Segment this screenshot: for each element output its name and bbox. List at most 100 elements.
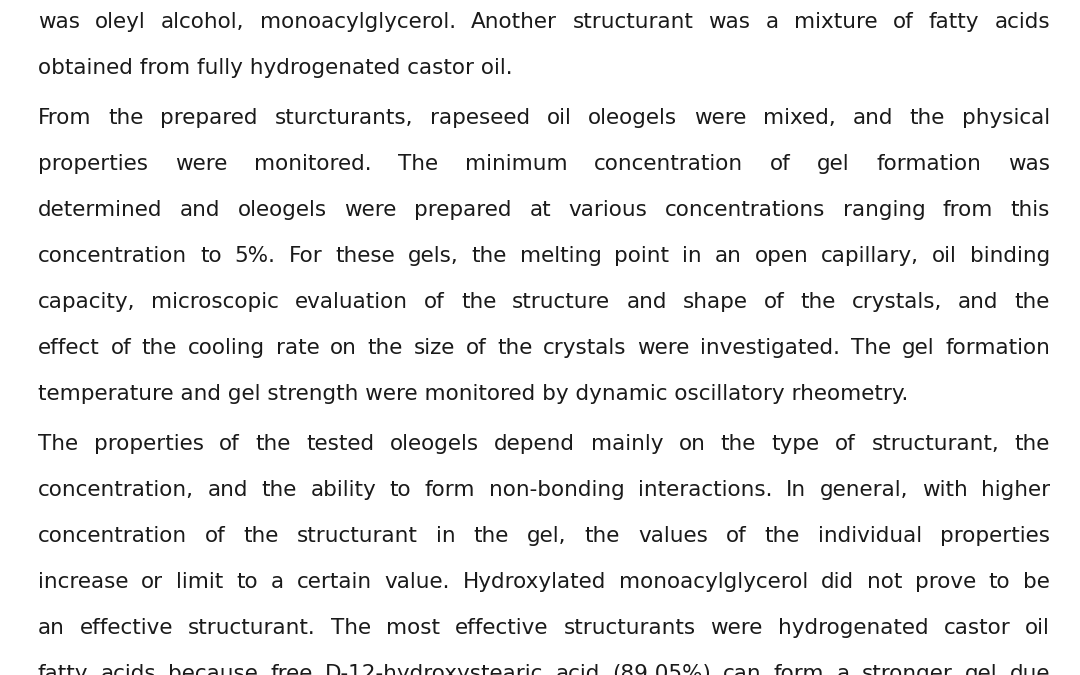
Text: oil: oil [1025,618,1050,638]
Text: capacity,: capacity, [38,292,135,312]
Text: point: point [615,246,670,266]
Text: mainly: mainly [591,434,663,454]
Text: the: the [461,292,497,312]
Text: the: the [367,338,403,358]
Text: properties: properties [940,526,1050,546]
Text: binding: binding [970,246,1050,266]
Text: mixed,: mixed, [764,108,836,128]
Text: gel: gel [902,338,934,358]
Text: can: can [723,664,761,675]
Text: to: to [200,246,221,266]
Text: the: the [909,108,945,128]
Text: the: the [1014,434,1050,454]
Text: rapeseed: rapeseed [430,108,530,128]
Text: Hydroxylated: Hydroxylated [462,572,606,592]
Text: monitored.: monitored. [254,154,372,174]
Text: crystals: crystals [543,338,626,358]
Text: most: most [386,618,440,638]
Text: from: from [943,200,994,220]
Text: and: and [207,480,248,500]
Text: determined: determined [38,200,162,220]
Text: the: the [244,526,280,546]
Text: structurants: structurants [564,618,696,638]
Text: concentration: concentration [38,246,187,266]
Text: form: form [773,664,824,675]
Text: size: size [414,338,455,358]
Text: interactions.: interactions. [638,480,772,500]
Text: tested: tested [306,434,374,454]
Text: was: was [1008,154,1050,174]
Text: the: the [497,338,532,358]
Text: the: the [261,480,297,500]
Text: monoacylglycerol: monoacylglycerol [619,572,808,592]
Text: type: type [772,434,820,454]
Text: microscopic: microscopic [151,292,280,312]
Text: of: of [726,526,746,546]
Text: physical: physical [962,108,1050,128]
Text: was: was [38,12,80,32]
Text: The: The [38,434,78,454]
Text: and: and [180,200,220,220]
Text: prepared: prepared [415,200,512,220]
Text: From: From [38,108,92,128]
Text: structurant,: structurant, [872,434,999,454]
Text: stronger: stronger [862,664,953,675]
Text: to: to [390,480,411,500]
Text: capillary,: capillary, [821,246,919,266]
Text: properties: properties [38,154,148,174]
Text: a: a [766,12,779,32]
Text: temperature and gel strength were monitored by dynamic oscillatory rheometry.: temperature and gel strength were monito… [38,384,908,404]
Text: form: form [424,480,475,500]
Text: an: an [38,618,65,638]
Text: castor: castor [944,618,1010,638]
Text: shape: shape [683,292,747,312]
Text: of: of [205,526,226,546]
Text: alcohol,: alcohol, [161,12,245,32]
Text: the: the [255,434,291,454]
Text: fatty: fatty [38,664,89,675]
Text: of: of [893,12,914,32]
Text: and: and [852,108,893,128]
Text: oleyl: oleyl [95,12,146,32]
Text: these: these [335,246,395,266]
Text: did: did [821,572,854,592]
Text: fatty: fatty [929,12,980,32]
Text: to: to [237,572,258,592]
Text: the: the [800,292,836,312]
Text: evaluation: evaluation [295,292,408,312]
Text: mixture: mixture [794,12,878,32]
Text: individual: individual [818,526,922,546]
Text: prove: prove [915,572,976,592]
Text: investigated.: investigated. [700,338,840,358]
Text: general,: general, [820,480,908,500]
Text: of: of [110,338,131,358]
Text: the: the [474,526,509,546]
Text: in: in [683,246,702,266]
Text: at: at [529,200,551,220]
Text: value.: value. [384,572,449,592]
Text: structurant: structurant [297,526,418,546]
Text: oil: oil [546,108,571,128]
Text: effective: effective [455,618,549,638]
Text: properties: properties [94,434,203,454]
Text: concentration,: concentration, [38,480,194,500]
Text: D-12-hydroxystearic: D-12-hydroxystearic [325,664,543,675]
Text: of: of [424,292,445,312]
Text: sturcturants,: sturcturants, [274,108,413,128]
Text: the: the [471,246,507,266]
Text: 5%.: 5%. [234,246,275,266]
Text: oleogels: oleogels [390,434,478,454]
Text: gels,: gels, [407,246,458,266]
Text: due: due [1010,664,1050,675]
Text: of: of [465,338,486,358]
Text: structurant.: structurant. [188,618,316,638]
Text: concentration: concentration [594,154,743,174]
Text: of: of [764,292,784,312]
Text: various: various [568,200,647,220]
Text: depend: depend [495,434,576,454]
Text: formation: formation [877,154,982,174]
Text: a: a [836,664,850,675]
Text: The: The [330,618,372,638]
Text: For: For [288,246,322,266]
Text: Another: Another [471,12,557,32]
